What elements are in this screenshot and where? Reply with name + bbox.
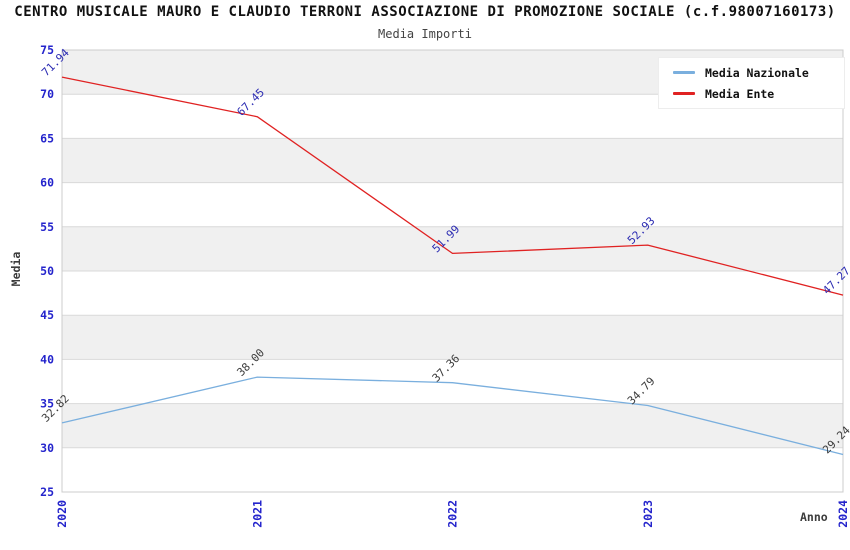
plot-band: [62, 403, 843, 448]
y-tick-label: 75: [40, 43, 54, 57]
y-tick-label: 65: [40, 131, 54, 145]
plot-band: [62, 359, 843, 404]
y-tick-label: 40: [40, 352, 54, 366]
legend-label: Media Nazionale: [705, 65, 809, 80]
x-tick-label: 2024: [836, 500, 850, 528]
plot-band: [62, 315, 843, 360]
x-tick-label: 2021: [250, 500, 264, 528]
series-line-media-ente: [61, 76, 844, 296]
y-tick-label: 60: [40, 176, 54, 190]
x-tick-label: 2022: [446, 500, 460, 528]
plot-band: [62, 447, 843, 492]
y-tick-label: 45: [40, 308, 54, 322]
legend-item-media-nazionale: Media Nazionale: [673, 66, 844, 80]
legend-label: Media Ente: [705, 86, 775, 101]
y-tick-label: 70: [40, 87, 54, 101]
plot-border: [61, 49, 844, 493]
y-tick-label: 25: [40, 485, 54, 499]
legend-box: Media Nazionale Media Ente: [658, 57, 845, 109]
plot-band: [62, 271, 843, 316]
x-tick-label: 2023: [641, 500, 655, 528]
plot-band: [62, 138, 843, 183]
x-tick-label: 2020: [55, 500, 69, 528]
y-tick-label: 55: [40, 220, 54, 234]
y-tick-label: 30: [40, 441, 54, 455]
legend-swatch-blue-line-icon: [673, 71, 695, 74]
y-tick-label: 50: [40, 264, 54, 278]
chart-subtitle: Media Importi: [378, 27, 472, 41]
plot-band: [62, 226, 843, 271]
legend-item-media-ente: Media Ente: [673, 87, 844, 101]
plot-band: [62, 182, 843, 227]
legend-swatch-red-line-icon: [673, 92, 695, 95]
series-line-media-nazionale: [61, 376, 844, 456]
chart-title: CENTRO MUSICALE MAURO E CLAUDIO TERRONI …: [14, 4, 836, 20]
x-axis-title: Anno: [800, 510, 828, 524]
y-tick-label: 35: [40, 397, 54, 411]
y-axis-title: Media: [9, 251, 23, 287]
